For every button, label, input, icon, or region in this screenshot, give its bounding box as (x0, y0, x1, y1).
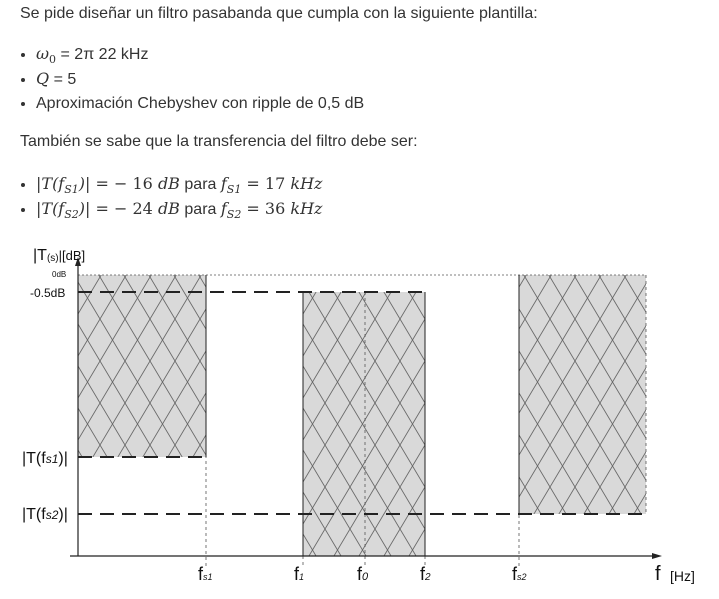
omega-subscript: 0 (49, 53, 57, 67)
right-stopband-region (519, 275, 646, 514)
bandpass-template-figure: |T(s)|[dB] 0dB -0.5dB |T(fs1)| |T(fs2)| … (22, 247, 695, 585)
x-axis-unit: [Hz] (670, 568, 695, 584)
cond1-unit: dB (157, 174, 180, 193)
cond2-rhs-unit: kHz (290, 199, 323, 218)
spec-approx: Aproximación Chebyshev con ripple de 0,5… (36, 91, 364, 116)
transfer-intro: También se sabe que la transferencia del… (20, 133, 418, 150)
x-axis-title: f (655, 563, 661, 585)
intro-paragraph: Se pide diseñar un filtro pasabanda que … (20, 5, 538, 22)
spec-q: Q = 5 (36, 66, 364, 91)
ts2-label: |T(fs2)| (22, 506, 68, 523)
q-symbol: Q (36, 69, 50, 88)
cond1-lhs-sub: S1 (64, 183, 79, 197)
cond2-word: para (184, 201, 217, 218)
cond1-eq: = − 16 (90, 174, 158, 193)
cond1-rhs-unit: kHz (290, 174, 323, 193)
q-value: = 5 (53, 71, 77, 88)
f1-tick-label: f1 (294, 564, 304, 584)
spec-list: ω0 = 2π 22 kHz Q = 5 Aproximación Chebys… (0, 41, 364, 116)
ts1-label: |T(fs1)| (22, 450, 68, 467)
cond2-lhs: |T(f (36, 199, 65, 218)
cond1-lhs: |T(f (36, 174, 65, 193)
condition-s1: |T(fS1)| = − 16 dB para fS1 = 17 kHz (36, 171, 322, 196)
cond2-lhs-close: )| (78, 199, 91, 218)
y-axis-title: |T(s)|[dB] (33, 247, 85, 264)
x-axis-arrow (652, 553, 662, 559)
passband-region (303, 292, 425, 556)
omega-symbol: ω (36, 44, 50, 63)
spec-w0: ω0 = 2π 22 kHz (36, 41, 364, 66)
zero-db-label: 0dB (52, 270, 66, 279)
cond2-lhs-sub: S2 (64, 208, 79, 222)
cond1-rhs: = 17 (241, 174, 291, 193)
cond1-lhs-close: )| (78, 174, 91, 193)
cond2-eq: = − 24 (90, 199, 158, 218)
cond2-f: f (220, 199, 227, 218)
fs2-tick-label: fs2 (512, 564, 527, 584)
left-stopband-region (78, 275, 206, 457)
cond1-f-sub: S1 (226, 183, 242, 197)
y-axis-arrow (75, 257, 81, 266)
conditions-list: |T(fS1)| = − 16 dB para fS1 = 17 kHz |T(… (0, 171, 322, 221)
f2-tick-label: f2 (420, 564, 431, 584)
f0-tick-label: f0 (357, 564, 369, 584)
cond1-word: para (184, 176, 217, 193)
cond2-unit: dB (157, 199, 180, 218)
cond2-rhs: = 36 (241, 199, 291, 218)
condition-s2: |T(fS2)| = − 24 dB para fS2 = 36 kHz (36, 196, 322, 221)
fs1-tick-label: fs1 (198, 564, 213, 584)
omega-value: = 2π 22 kHz (60, 46, 149, 63)
cond2-f-sub: S2 (226, 208, 242, 222)
ripple-label: -0.5dB (30, 286, 65, 300)
cond1-f: f (220, 174, 227, 193)
